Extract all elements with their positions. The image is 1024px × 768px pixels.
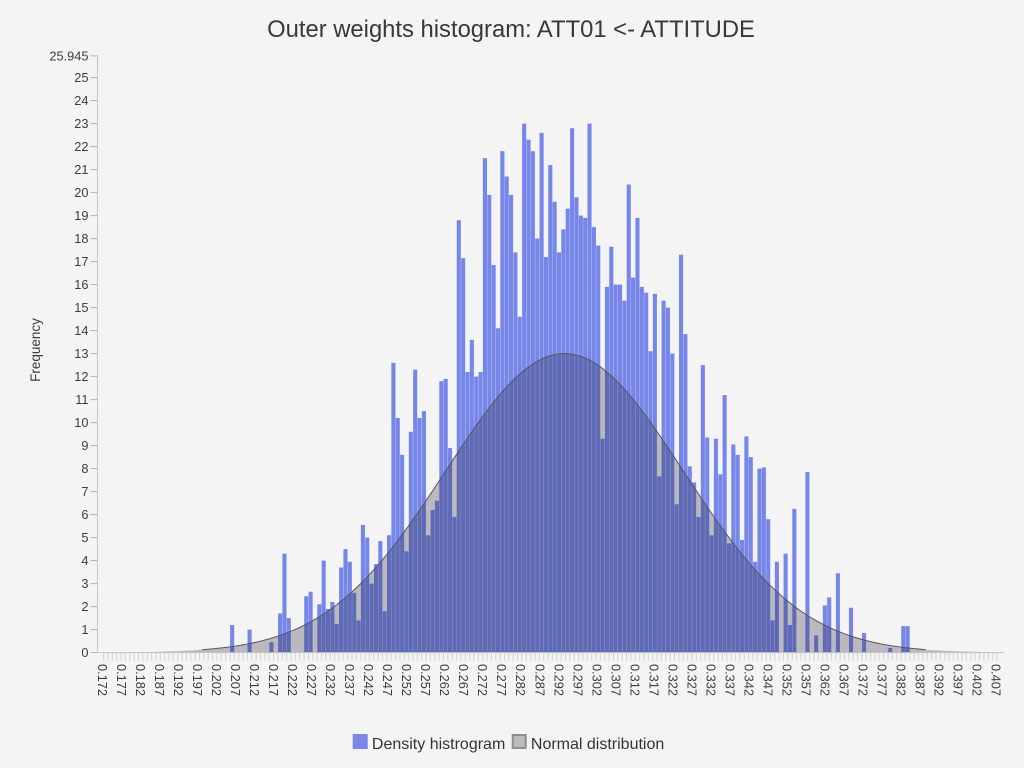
svg-text:Density histrogram: Density histrogram [372, 736, 505, 753]
svg-text:0.327: 0.327 [684, 664, 699, 696]
svg-text:16: 16 [74, 277, 88, 292]
svg-text:0.382: 0.382 [894, 664, 909, 696]
svg-text:0.187: 0.187 [152, 664, 167, 696]
svg-text:10: 10 [74, 415, 88, 430]
svg-text:0.397: 0.397 [951, 664, 966, 696]
svg-text:0.317: 0.317 [646, 664, 661, 696]
svg-text:0.257: 0.257 [418, 664, 433, 696]
svg-text:0.297: 0.297 [570, 664, 585, 696]
svg-text:0.302: 0.302 [589, 664, 604, 696]
svg-text:24: 24 [74, 93, 88, 108]
svg-text:25: 25 [74, 70, 88, 85]
svg-text:0.197: 0.197 [190, 664, 205, 696]
svg-text:13: 13 [74, 346, 88, 361]
svg-text:0.232: 0.232 [323, 664, 338, 696]
svg-text:0: 0 [81, 645, 88, 660]
svg-text:7: 7 [81, 484, 88, 499]
svg-text:0.362: 0.362 [818, 664, 833, 696]
svg-text:0.392: 0.392 [932, 664, 947, 696]
svg-text:0.352: 0.352 [780, 664, 795, 696]
svg-text:9: 9 [81, 438, 88, 453]
svg-text:0.272: 0.272 [475, 664, 490, 696]
svg-text:2: 2 [81, 599, 88, 614]
svg-text:0.312: 0.312 [627, 664, 642, 696]
svg-text:0.207: 0.207 [228, 664, 243, 696]
svg-text:0.287: 0.287 [532, 664, 547, 696]
svg-text:0.182: 0.182 [133, 664, 148, 696]
svg-text:20: 20 [74, 185, 88, 200]
svg-text:Outer weights histogram: ATT01: Outer weights histogram: ATT01 <- ATTITU… [267, 16, 755, 43]
svg-text:0.247: 0.247 [380, 664, 395, 696]
svg-text:11: 11 [75, 392, 88, 407]
svg-text:15: 15 [74, 300, 88, 315]
svg-text:3: 3 [81, 576, 88, 591]
svg-text:19: 19 [74, 208, 88, 223]
svg-text:0.292: 0.292 [551, 664, 566, 696]
svg-text:18: 18 [74, 231, 88, 246]
svg-text:21: 21 [74, 162, 88, 177]
svg-text:0.217: 0.217 [266, 664, 281, 696]
svg-text:17: 17 [74, 254, 88, 269]
svg-text:4: 4 [81, 553, 88, 568]
svg-text:0.342: 0.342 [741, 664, 756, 696]
svg-text:6: 6 [81, 507, 88, 522]
svg-text:0.177: 0.177 [114, 664, 129, 696]
svg-text:0.227: 0.227 [304, 664, 319, 696]
svg-text:8: 8 [81, 461, 88, 476]
svg-text:0.372: 0.372 [856, 664, 871, 696]
svg-text:0.332: 0.332 [703, 664, 718, 696]
svg-text:14: 14 [74, 323, 88, 338]
svg-text:0.357: 0.357 [799, 664, 814, 696]
svg-text:0.242: 0.242 [361, 664, 376, 696]
svg-text:0.267: 0.267 [456, 664, 471, 696]
svg-text:0.212: 0.212 [247, 664, 262, 696]
svg-text:0.377: 0.377 [875, 664, 890, 696]
svg-text:0.252: 0.252 [399, 664, 414, 696]
svg-text:0.402: 0.402 [970, 664, 985, 696]
svg-text:25.945: 25.945 [49, 48, 88, 63]
svg-text:0.282: 0.282 [513, 664, 528, 696]
svg-text:0.192: 0.192 [171, 664, 186, 696]
svg-text:0.387: 0.387 [913, 664, 928, 696]
svg-text:0.407: 0.407 [989, 664, 1004, 696]
svg-text:Normal distribution: Normal distribution [531, 736, 664, 753]
svg-text:12: 12 [74, 369, 88, 384]
svg-text:0.262: 0.262 [437, 664, 452, 696]
svg-text:23: 23 [74, 116, 88, 131]
svg-text:0.237: 0.237 [342, 664, 357, 696]
svg-text:1: 1 [81, 622, 88, 637]
svg-text:0.347: 0.347 [761, 664, 776, 696]
svg-text:0.202: 0.202 [209, 664, 224, 696]
svg-text:0.172: 0.172 [95, 664, 110, 696]
svg-text:0.307: 0.307 [608, 664, 623, 696]
svg-text:0.222: 0.222 [285, 664, 300, 696]
svg-text:22: 22 [74, 139, 88, 154]
svg-text:0.337: 0.337 [722, 664, 737, 696]
svg-text:0.277: 0.277 [494, 664, 509, 696]
svg-text:5: 5 [81, 530, 88, 545]
svg-text:0.322: 0.322 [665, 664, 680, 696]
svg-text:0.367: 0.367 [837, 664, 852, 696]
svg-text:Frequency: Frequency [28, 318, 43, 382]
